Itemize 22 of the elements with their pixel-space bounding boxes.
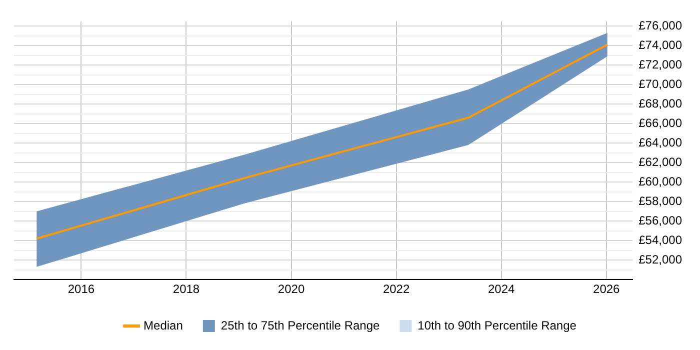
y-tick-label: £64,000 [638,135,682,150]
x-tick-label: 2026 [593,282,620,296]
legend-label: 25th to 75th Percentile Range [220,318,380,332]
y-tick-label: £52,000 [638,252,682,266]
x-tick-label: 2022 [382,282,410,296]
y-tick-label: £60,000 [638,174,682,188]
y-tick-label: £54,000 [638,232,682,247]
y-tick-label: £68,000 [638,96,682,110]
x-tick-label: 2016 [68,282,95,296]
y-tick-label: £62,000 [638,154,682,169]
legend-label: 10th to 90th Percentile Range [418,318,577,332]
y-tick-label: £70,000 [638,76,682,91]
x-tick-label: 2020 [278,282,305,296]
y-tick-label: £74,000 [638,38,682,52]
y-tick-label: £58,000 [638,194,682,208]
x-tick-label: 2024 [488,282,516,296]
y-tick-label: £76,000 [638,18,682,32]
y-tick-label: £72,000 [638,57,682,72]
y-tick-label: £66,000 [638,116,682,130]
legend-label: Median [144,318,183,332]
y-tick-label: £56,000 [638,213,682,228]
x-tick-label: 2018 [172,282,200,296]
